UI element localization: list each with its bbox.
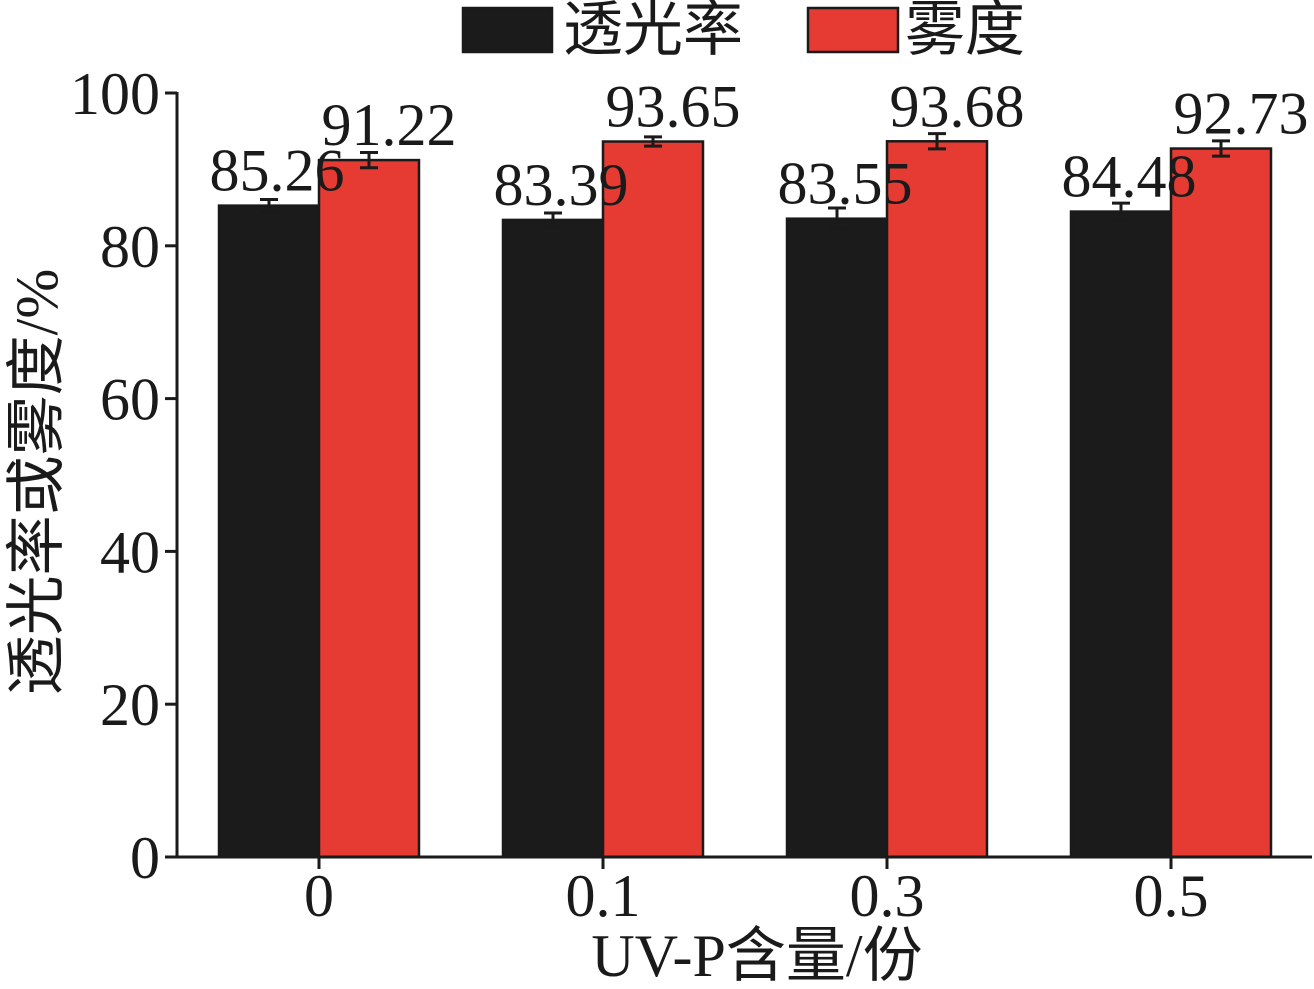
error-bar-haze-2	[928, 132, 946, 151]
x-axis-ticks: 0 0.1 0.3 0.5	[304, 857, 1209, 929]
error-bar-transmittance-0	[260, 198, 278, 214]
y-tick-label-60: 60	[100, 367, 160, 433]
y-tick-label-80: 80	[100, 214, 160, 280]
x-tick-label-2: 0.3	[850, 863, 925, 929]
legend-swatch-haze	[806, 6, 900, 54]
error-bar-haze-1	[644, 135, 662, 148]
x-axis-title: UV-P含量/份	[591, 923, 922, 989]
data-label-haze-2: 93.68	[890, 73, 1025, 139]
data-label-haze-0: 91.22	[322, 92, 457, 158]
data-label-haze-3: 92.73	[1174, 81, 1309, 147]
x-tick-label-3: 0.5	[1134, 863, 1209, 929]
legend-label-transmittance: 透光率	[563, 0, 743, 63]
bar-transmittance-0	[217, 204, 321, 859]
error-bar-transmittance-3	[1112, 201, 1130, 222]
bar-transmittance-1	[501, 218, 605, 859]
y-tick-label-0: 0	[130, 825, 160, 891]
bar-haze-3	[1169, 147, 1273, 859]
error-bar-transmittance-2	[828, 206, 846, 231]
bar-transmittance-3	[1069, 210, 1173, 859]
y-tick-label-100: 100	[70, 61, 160, 127]
data-label-transmittance-2: 83.55	[778, 151, 913, 217]
y-tick-label-40: 40	[100, 519, 160, 585]
x-tick-label-1: 0.1	[566, 863, 641, 929]
error-bar-transmittance-1	[544, 211, 562, 229]
y-tick-label-20: 20	[100, 672, 160, 738]
data-label-haze-1: 93.65	[606, 74, 741, 140]
error-bar-haze-3	[1212, 139, 1230, 158]
x-tick-label-0: 0	[304, 863, 334, 929]
y-axis-ticks: 0 20 40 60 80 100	[70, 61, 177, 891]
bar-haze-0	[317, 158, 421, 859]
bars	[217, 132, 1273, 859]
data-label-transmittance-1: 83.39	[494, 152, 629, 218]
error-bar-haze-0	[360, 150, 378, 170]
y-axis-title: 透光率或雾度/%	[4, 269, 70, 696]
legend-swatch-transmittance	[461, 6, 554, 54]
data-label-transmittance-3: 84.48	[1062, 144, 1197, 210]
legend-label-haze: 雾度	[905, 0, 1025, 63]
bar-haze-1	[601, 140, 705, 859]
bar-haze-2	[885, 140, 989, 859]
legend: 透光率 雾度	[461, 0, 1025, 63]
bar-transmittance-2	[785, 217, 889, 859]
data-label-transmittance-0: 85.26	[210, 138, 345, 204]
